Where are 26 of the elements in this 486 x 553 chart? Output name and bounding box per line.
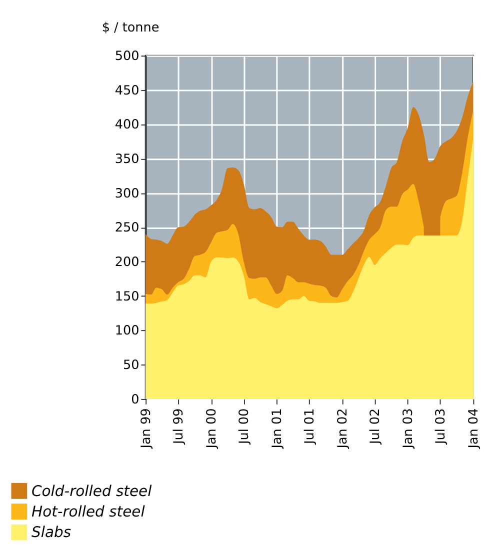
- x-tick-label: Jul 99: [172, 408, 187, 446]
- y-axis-title: $ / tonne: [102, 20, 160, 36]
- x-tick-label: Jul 03: [434, 408, 449, 446]
- x-tick-label: Jan 02: [336, 408, 351, 450]
- y-tick-label: 400: [114, 118, 140, 133]
- y-tick-label: 450: [114, 83, 140, 98]
- x-tick-label: Jan 04: [466, 408, 482, 450]
- y-tick-label: 100: [114, 324, 140, 339]
- x-tick-label: Jul 02: [368, 408, 384, 446]
- x-tick-label: Jan 03: [401, 408, 416, 450]
- y-tick-label: 350: [114, 152, 140, 168]
- legend-label: Hot-rolled steel: [31, 504, 146, 521]
- y-tick-label: 0: [131, 392, 140, 408]
- y-tick-label: 50: [122, 358, 140, 374]
- legend-label: Cold-rolled steel: [31, 482, 153, 500]
- x-tick-label: Jan 99: [139, 408, 154, 450]
- y-tick-label: 200: [114, 255, 140, 270]
- y-tick-label: 300: [114, 186, 140, 202]
- x-tick-label: Jan 01: [270, 408, 286, 450]
- legend-label: Slabs: [31, 524, 72, 542]
- x-tick-label: Jan 00: [204, 408, 220, 450]
- y-tick-label: 500: [114, 49, 140, 64]
- x-tick-label: Jul 01: [302, 408, 318, 446]
- x-tick-label: Jul 00: [237, 408, 252, 446]
- y-tick-label: 150: [114, 289, 140, 304]
- y-tick-label: 250: [114, 220, 140, 236]
